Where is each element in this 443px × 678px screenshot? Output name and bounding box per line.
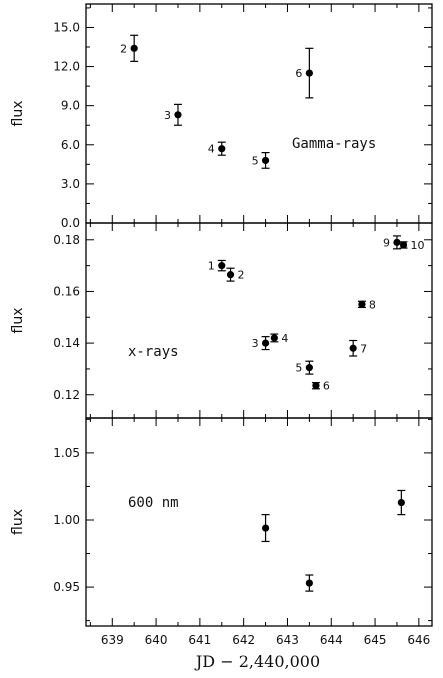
panel-1-annotation: Gamma-rays: [292, 136, 376, 152]
panel-3-annotation: 600 nm: [128, 495, 179, 511]
panel-2-frame: [85, 222, 433, 419]
data-point: [218, 262, 226, 270]
panel-3-ytick-label: 1.00: [53, 513, 80, 527]
x-tick-label: 644: [320, 633, 343, 647]
panel-2-annotation: x-rays: [128, 344, 179, 360]
data-point: [218, 145, 226, 153]
panel-1-ytick-label: 6.0: [61, 138, 80, 152]
data-point: [261, 339, 270, 347]
panel-1-ytick-label: 12.0: [53, 60, 80, 74]
point-label: 5: [252, 154, 259, 167]
point-label: 2: [238, 269, 245, 282]
point-label: 6: [295, 67, 302, 80]
panel-1-ytick-label: 15.0: [53, 20, 80, 34]
point-label: 3: [252, 337, 259, 350]
point-label: 4: [281, 332, 288, 345]
x-tick-label: 645: [364, 633, 387, 647]
panel-1-frame: [85, 3, 433, 224]
point-label: 10: [411, 239, 425, 252]
x-axis-label: JD − 2,440,000: [194, 652, 320, 671]
data-point: [305, 579, 313, 587]
panel-1-ytick-label: 3.0: [61, 177, 80, 191]
data-point: [399, 241, 408, 249]
point-label: 8: [369, 298, 376, 311]
data-point: [130, 44, 138, 52]
point-label: 3: [164, 109, 171, 122]
point-label: 9: [383, 236, 390, 249]
x-tick-label: 639: [101, 633, 124, 647]
panel-2-y-axis-label: flux: [10, 308, 26, 334]
point-label: 6: [323, 380, 330, 393]
data-point: [261, 156, 270, 165]
data-point: [393, 238, 401, 246]
point-label: 7: [360, 342, 367, 355]
point-label: 5: [295, 362, 302, 375]
panel-2-ytick-label: 0.16: [53, 284, 80, 298]
panel-1-ytick-label: 9.0: [61, 99, 80, 113]
panel-3-y-axis-label: flux: [10, 509, 26, 535]
data-point: [261, 524, 270, 532]
panel-1-ytick-label: 0.0: [61, 216, 80, 230]
panel-1-y-axis-label: flux: [10, 101, 26, 127]
panel-2-ytick-label: 0.18: [53, 233, 80, 247]
x-tick-label: 640: [145, 633, 168, 647]
x-tick-label: 641: [188, 633, 211, 647]
panel-2-ytick-label: 0.12: [53, 388, 80, 402]
data-point: [397, 498, 405, 507]
data-point: [174, 111, 182, 119]
data-point: [305, 69, 313, 77]
data-point: [270, 334, 278, 342]
panel-3-ytick-label: 1.05: [53, 446, 80, 460]
data-point: [312, 382, 320, 390]
panel-2-ytick-label: 0.14: [53, 336, 80, 350]
x-tick-label: 646: [407, 633, 430, 647]
data-point: [226, 271, 235, 279]
point-label: 1: [208, 260, 215, 273]
data-point: [358, 300, 366, 308]
x-tick-label: 643: [276, 633, 299, 647]
x-tick-label: 642: [232, 633, 255, 647]
point-label: 4: [208, 143, 215, 156]
data-point: [305, 364, 313, 372]
panel-3-frame: [85, 417, 433, 627]
panel-3-ytick-label: 0.95: [53, 580, 80, 594]
data-point: [349, 344, 357, 352]
point-label: 2: [120, 42, 127, 55]
